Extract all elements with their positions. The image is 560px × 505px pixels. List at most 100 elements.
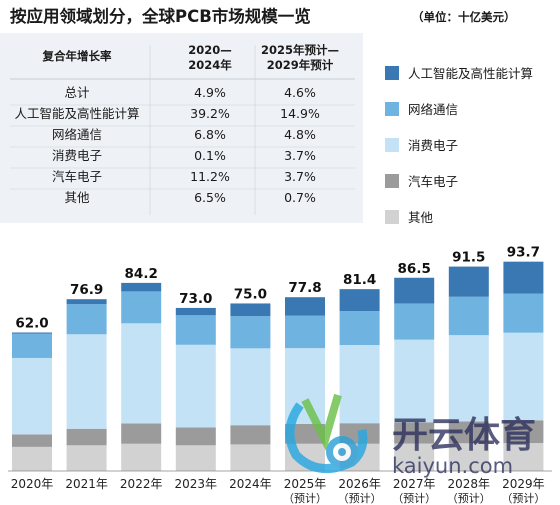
watermark-url: kaiyun.com [392, 454, 513, 478]
bar-segment [175, 315, 216, 345]
bar-total-label: 75.0 [234, 286, 267, 302]
legend-swatch [385, 174, 399, 188]
bar-segment [503, 420, 544, 444]
bar-segment [339, 311, 380, 345]
table-header-0: 复合年增长率 [42, 49, 112, 63]
table-row-label: 消费电子 [52, 148, 102, 163]
bar-total-label: 81.4 [343, 272, 376, 288]
legend-label: 汽车电子 [408, 174, 458, 189]
table-cagr-2025-2029: 4.8% [284, 127, 316, 142]
bar-segment [12, 332, 52, 334]
legend-label: 人工智能及高性能计算 [408, 66, 533, 81]
bar-segment [285, 315, 325, 349]
bar-segment [285, 297, 325, 316]
x-tick-note: （预计） [501, 492, 545, 505]
watermark-logo-icon [285, 393, 368, 474]
bar-segment [394, 443, 435, 471]
bar-segment [448, 296, 489, 336]
bar-segment [448, 421, 489, 444]
bar-total-label: 77.8 [288, 280, 321, 296]
bar-segment [12, 357, 52, 435]
bar-segment [175, 344, 216, 428]
bar-segment [503, 261, 544, 294]
x-tick-label: 2023年 [175, 477, 218, 491]
table-cagr-2020-2024: 6.5% [194, 190, 226, 205]
bar-segment [339, 289, 380, 312]
legend-swatch [385, 102, 399, 116]
table-row-label: 总计 [64, 85, 89, 100]
bar-segment [394, 303, 435, 340]
x-tick-label: 2022年 [120, 477, 163, 491]
table-header-2: 2029年预计 [267, 58, 334, 72]
x-tick-label: 2021年 [65, 477, 108, 491]
bar-total-label: 86.5 [398, 261, 431, 277]
table-row-label: 网络通信 [52, 127, 102, 142]
table-row-label: 人工智能及高性能计算 [14, 106, 139, 121]
legend-label: 网络通信 [408, 102, 458, 117]
bar-segment [12, 446, 52, 471]
bar-segment [66, 299, 107, 305]
bar-segment [230, 316, 271, 349]
x-tick-label: 2028年 [448, 477, 491, 491]
table-row-label: 汽车电子 [52, 169, 102, 184]
table-cagr-2020-2024: 39.2% [190, 106, 230, 121]
bar-segment [66, 428, 107, 446]
bar-segment [230, 444, 271, 471]
bar-total-label: 91.5 [452, 250, 485, 266]
x-tick-note: （预计） [447, 492, 491, 505]
bar-segment [66, 304, 107, 335]
table-header-1: 2024年 [188, 58, 232, 72]
table-cagr-2025-2029: 0.7% [284, 190, 316, 205]
bar-total-label: 76.9 [70, 282, 103, 298]
bar-segment [12, 434, 52, 447]
bar-segment [66, 334, 107, 429]
bar-segment [230, 425, 271, 445]
watermark-text: 开云体育 [392, 415, 536, 456]
legend-swatch [385, 138, 399, 152]
bar-segment [503, 443, 544, 471]
bar-total-label: 62.0 [15, 315, 48, 331]
legend-swatch [385, 66, 399, 80]
table-cagr-2020-2024: 4.9% [194, 85, 226, 100]
total-labels: 62.0 76.9 84.2 73.0 75.0 77.8 81.4 86.5 91.5 93.7 [15, 245, 540, 332]
growth-table-background [0, 33, 363, 223]
bar-segment [121, 323, 162, 424]
bar-segment [339, 345, 380, 424]
bar-segment [503, 332, 544, 421]
table-cagr-2025-2029: 14.9% [280, 106, 320, 121]
x-tick-label: 2024年 [229, 477, 272, 491]
x-tick-label: 2020年 [11, 477, 54, 491]
bar-segment [394, 339, 435, 423]
bar-segment [394, 277, 435, 304]
bar-segment [230, 303, 271, 317]
table-cagr-2020-2024: 6.8% [194, 127, 226, 142]
bar-segment [448, 266, 489, 297]
table-cagr-2025-2029: 4.6% [284, 85, 316, 100]
bar-segment [175, 307, 216, 316]
bar-segment [175, 427, 216, 446]
watermark: 开云体育 kaiyun.com [285, 393, 536, 478]
table-cagr-2025-2029: 3.7% [284, 169, 316, 184]
bar-segment [230, 348, 271, 426]
chart-title: 按应用领域划分，全球PCB市场规模一览 [10, 6, 311, 26]
legend-swatch [385, 210, 399, 224]
bar-total-label: 93.7 [507, 245, 540, 261]
table-row-label: 其他 [64, 190, 90, 205]
bar-segment [121, 443, 162, 471]
bar-segment [121, 423, 162, 444]
bar-total-label: 73.0 [179, 291, 212, 307]
table-cagr-2020-2024: 11.2% [190, 169, 230, 184]
x-tick-label: 2026年 [338, 477, 381, 491]
table-header-1: 2020— [188, 43, 232, 57]
table-header-2: 2025年预计— [261, 43, 339, 57]
bar-segment [12, 333, 52, 358]
bar-segment [121, 291, 162, 324]
bar-segment [66, 445, 107, 471]
bar-segment [503, 293, 544, 333]
bar-segment [448, 443, 489, 471]
legend-label: 消费电子 [408, 138, 458, 153]
bar-segment [448, 335, 489, 422]
bar-segment [175, 445, 216, 471]
